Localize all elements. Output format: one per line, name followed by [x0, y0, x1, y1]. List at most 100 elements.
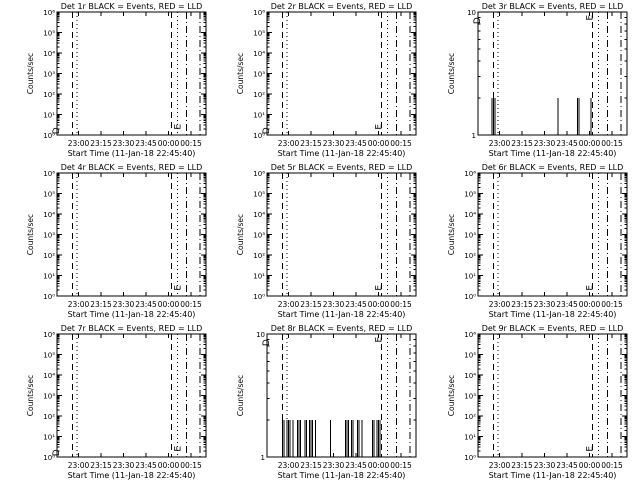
x-tick-label: 23:15: [90, 139, 112, 148]
y-tick-label: 10⁰: [43, 293, 55, 301]
y-tick-label: 10³: [43, 393, 55, 401]
annotation-e: E: [375, 124, 385, 130]
x-tick-label: 23:00: [278, 139, 300, 148]
y-axis-label: Counts/sec: [236, 214, 245, 255]
x-tick-label: 23:45: [556, 139, 578, 148]
y-tick-label: 10⁰: [43, 132, 55, 140]
panel-title: Det 6r BLACK = Events, RED = LLD: [482, 163, 624, 172]
x-tick-label: 23:00: [489, 139, 511, 148]
y-tick-label: 10⁶: [43, 331, 55, 339]
x-tick-label: 23:00: [68, 461, 90, 470]
x-tick-label: 23:30: [534, 139, 556, 148]
panel-title: Det 8r BLACK = Events, RED = LLD: [271, 324, 413, 333]
x-tick-label: 23:30: [113, 139, 135, 148]
plot-frame: [266, 172, 417, 297]
x-axis-label: Start Time (11-Jan-18 22:45:40): [278, 310, 406, 319]
y-tick-label: 10⁵: [253, 30, 265, 38]
x-tick-label: 23:15: [300, 300, 322, 309]
x-axis-label: Start Time (11-Jan-18 22:45:40): [68, 471, 196, 480]
plot-frame: [477, 333, 628, 458]
annotation-e: E: [586, 446, 596, 452]
x-tick-label: 23:15: [511, 139, 533, 148]
x-tick-label: 00:00: [158, 139, 180, 148]
x-tick-label: 23:45: [345, 461, 367, 470]
x-tick-label: 23:45: [135, 139, 157, 148]
y-axis-label: Counts/sec: [236, 53, 245, 94]
y-tick-label: 10⁶: [43, 170, 55, 178]
y-tick-label: 10⁴: [253, 211, 265, 219]
y-tick-label: 10¹: [464, 273, 476, 281]
panel-title: Det 5r BLACK = Events, RED = LLD: [271, 163, 413, 172]
y-tick-label: 10³: [43, 232, 55, 240]
y-tick-label: 10⁶: [464, 331, 476, 339]
x-tick-label: 00:15: [601, 300, 623, 309]
x-tick-label: 23:00: [68, 300, 90, 309]
y-tick-label: 10²: [43, 252, 55, 260]
x-axis-label: Start Time (11-Jan-18 22:45:40): [68, 310, 196, 319]
y-tick-label: 10: [256, 331, 265, 339]
x-tick-label: 23:45: [345, 300, 367, 309]
plot-frame: [477, 11, 628, 136]
y-axis-label: Counts/sec: [26, 214, 35, 255]
y-tick-label: 10³: [464, 393, 476, 401]
y-axis-label: Counts/sec: [26, 375, 35, 416]
y-tick-label: 10²: [464, 252, 476, 260]
panel-title: Det 3r BLACK = Events, RED = LLD: [482, 2, 624, 11]
y-tick-label: 10²: [43, 413, 55, 421]
x-axis-label: Start Time (11-Jan-18 22:45:40): [489, 149, 617, 158]
panel-title: Det 4r BLACK = Events, RED = LLD: [61, 163, 203, 172]
y-tick-label: 10¹: [253, 273, 265, 281]
y-tick-label: 10¹: [43, 273, 55, 281]
plot-frame: [477, 172, 628, 297]
x-tick-label: 23:00: [489, 461, 511, 470]
x-tick-label: 00:15: [601, 461, 623, 470]
x-axis-label: Start Time (11-Jan-18 22:45:40): [489, 310, 617, 319]
x-tick-label: 00:00: [158, 300, 180, 309]
x-tick-label: 23:30: [323, 461, 345, 470]
y-axis-label: Counts/sec: [447, 53, 456, 94]
x-tick-label: 00:15: [180, 300, 202, 309]
x-tick-label: 23:30: [534, 300, 556, 309]
y-tick-label: 10⁰: [43, 454, 55, 462]
annotation-d: D: [262, 127, 272, 134]
x-tick-label: 00:15: [180, 139, 202, 148]
x-tick-label: 23:15: [300, 139, 322, 148]
x-tick-label: 23:45: [345, 139, 367, 148]
y-tick-label: 10⁵: [43, 191, 55, 199]
x-axis-label: Start Time (11-Jan-18 22:45:40): [68, 149, 196, 158]
y-tick-label: 10⁴: [43, 50, 55, 58]
x-tick-label: 23:45: [556, 300, 578, 309]
y-axis-label: Counts/sec: [447, 214, 456, 255]
y-tick-label: 10²: [464, 413, 476, 421]
panel-title: Det 7r BLACK = Events, RED = LLD: [61, 324, 203, 333]
y-tick-label: 10⁰: [464, 293, 476, 301]
y-tick-label: 1: [261, 454, 265, 462]
annotation-e: E: [174, 124, 184, 130]
y-tick-label: 10⁴: [464, 372, 476, 380]
y-tick-label: 10³: [253, 71, 265, 79]
y-tick-label: 10⁰: [253, 293, 265, 301]
annotation-d: D: [262, 339, 272, 346]
y-tick-label: 10⁴: [43, 372, 55, 380]
y-tick-label: 10⁶: [43, 9, 55, 17]
plot-frame: [266, 333, 417, 458]
y-tick-label: 10⁵: [43, 30, 55, 38]
x-tick-label: 00:00: [579, 139, 601, 148]
panel-title: Det 9r BLACK = Events, RED = LLD: [482, 324, 624, 333]
x-tick-label: 00:15: [390, 300, 412, 309]
annotation-e: E: [174, 446, 184, 452]
annotation-d: D: [52, 127, 62, 134]
y-tick-label: 10¹: [43, 434, 55, 442]
x-tick-label: 00:15: [390, 139, 412, 148]
y-tick-label: 10⁵: [43, 352, 55, 360]
annotation-e: E: [174, 285, 184, 291]
panel-title: Det 1r BLACK = Events, RED = LLD: [61, 2, 203, 11]
x-tick-label: 00:00: [368, 139, 390, 148]
x-tick-label: 00:00: [368, 300, 390, 309]
